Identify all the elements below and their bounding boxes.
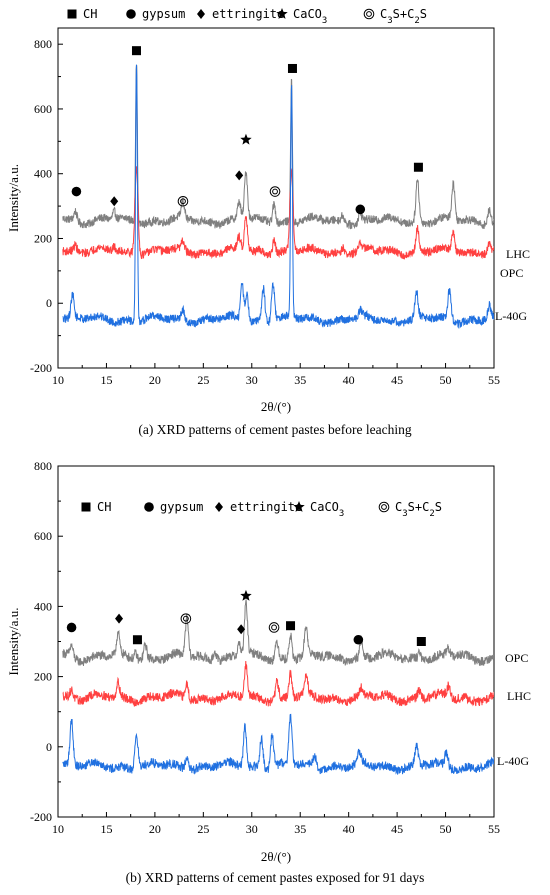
figure-caption: (a) XRD patterns of cement pastes before… bbox=[138, 422, 412, 437]
x-tick-label: 40 bbox=[343, 373, 355, 387]
x-tick-label: 30 bbox=[246, 373, 258, 387]
peak-marker-circle bbox=[71, 186, 82, 197]
peak-marker-star bbox=[240, 133, 252, 145]
x-tick-label: 20 bbox=[149, 373, 161, 387]
peak-marker-double-circle bbox=[180, 613, 192, 624]
legend-label: gypsum bbox=[142, 7, 185, 21]
x-tick-label: 15 bbox=[100, 373, 112, 387]
x-tick-label: 35 bbox=[294, 373, 306, 387]
x-tick-label: 50 bbox=[440, 822, 452, 836]
y-tick-label: -200 bbox=[30, 361, 52, 375]
series-line-l-40g bbox=[62, 64, 494, 329]
x-tick-label: 25 bbox=[197, 822, 209, 836]
series-label-opc: OPC bbox=[505, 651, 528, 665]
x-tick-label: 30 bbox=[246, 822, 258, 836]
peak-marker-circle bbox=[66, 622, 77, 633]
x-tick-label: 45 bbox=[391, 373, 403, 387]
y-tick-label: 800 bbox=[34, 37, 52, 51]
peak-marker-diamond bbox=[115, 613, 124, 624]
x-tick-label: 10 bbox=[52, 373, 64, 387]
y-tick-label: 600 bbox=[34, 529, 52, 543]
peak-marker-square bbox=[131, 46, 141, 56]
peak-marker-circle bbox=[355, 204, 366, 215]
peak-marker-square bbox=[286, 621, 296, 631]
x-tick-label: 25 bbox=[197, 373, 209, 387]
peak-marker-square bbox=[416, 637, 426, 646]
peak-marker-diamond bbox=[110, 196, 119, 207]
legend-diamond-symbol bbox=[197, 9, 205, 19]
legend-double-circle-symbol bbox=[378, 501, 390, 513]
series-label-lhc: LHC bbox=[506, 247, 530, 261]
x-tick-label: 10 bbox=[52, 822, 64, 836]
peak-marker-square bbox=[287, 63, 297, 73]
y-tick-label: 200 bbox=[34, 670, 52, 684]
x-tick-label: 35 bbox=[294, 822, 306, 836]
legend: CH gypsum ettringite CaCO3 C3S+C2S bbox=[81, 500, 442, 519]
legend-double-circle-symbol bbox=[363, 8, 375, 20]
legend: CH gypsum ettringite CaCO3 C3S+C2S bbox=[67, 7, 427, 26]
y-axis-title: Intensity/a.u. bbox=[6, 164, 21, 232]
x-tick-label: 55 bbox=[488, 822, 500, 836]
x-tick-label: 50 bbox=[440, 373, 452, 387]
legend-diamond-symbol bbox=[215, 502, 223, 512]
legend-label: CH bbox=[83, 7, 97, 21]
series-label-l-40g: L-40G bbox=[495, 309, 527, 323]
peak-marker-diamond bbox=[235, 170, 244, 181]
series-line-opc bbox=[62, 64, 494, 230]
peak-marker-square bbox=[413, 162, 423, 172]
peak-marker-circle bbox=[353, 634, 364, 645]
y-tick-label: -200 bbox=[30, 810, 52, 824]
peak-marker-diamond bbox=[237, 624, 246, 635]
series-line-lhc bbox=[62, 660, 494, 707]
chart-panel-b: 10 15 20 25 30 35 40 45 50 55 -200 0 200 400 600 800 2θ/… bbox=[6, 459, 531, 885]
x-tick-label: 15 bbox=[100, 822, 112, 836]
x-tick-label: 40 bbox=[343, 822, 355, 836]
legend-label: CH bbox=[97, 500, 111, 514]
legend-label: ettringite bbox=[212, 7, 284, 21]
legend-circle-symbol bbox=[126, 9, 136, 19]
x-axis-title: 2θ/(°) bbox=[261, 849, 291, 864]
peak-marker-double-circle bbox=[177, 195, 189, 207]
legend-label: C3S+C2S bbox=[380, 7, 427, 26]
peak-marker-star bbox=[240, 589, 252, 601]
figure-caption: (b) XRD patterns of cement pastes expose… bbox=[126, 870, 425, 885]
x-tick-label: 20 bbox=[149, 822, 161, 836]
legend-star-symbol bbox=[293, 501, 305, 512]
legend-label: ettringite bbox=[230, 500, 302, 514]
y-tick-label: 600 bbox=[34, 102, 52, 116]
series-line-opc bbox=[62, 599, 494, 666]
legend-square-symbol bbox=[81, 502, 91, 512]
x-axis-title: 2θ/(°) bbox=[261, 399, 291, 414]
legend-square-symbol bbox=[67, 9, 77, 19]
y-tick-label: 0 bbox=[46, 740, 52, 754]
legend-label: gypsum bbox=[160, 500, 203, 514]
peak-marker-double-circle bbox=[268, 622, 280, 633]
series-label-l-40g: L-40G bbox=[497, 754, 529, 768]
peak-marker-square bbox=[132, 635, 142, 645]
legend-circle-symbol bbox=[144, 502, 154, 512]
y-axis-title: Intensity/a.u. bbox=[6, 608, 21, 676]
legend-label: CaCO3 bbox=[310, 500, 344, 519]
y-tick-label: 0 bbox=[46, 296, 52, 310]
y-tick-label: 800 bbox=[34, 459, 52, 473]
series-label-opc: OPC bbox=[500, 266, 523, 280]
peak-marker-double-circle bbox=[269, 186, 281, 197]
series-line-lhc bbox=[62, 166, 494, 260]
x-tick-label: 55 bbox=[488, 373, 500, 387]
legend-label: C3S+C2S bbox=[395, 500, 442, 519]
legend-label: CaCO3 bbox=[293, 7, 327, 26]
series-line-l-40g bbox=[62, 713, 494, 775]
x-tick-label: 45 bbox=[391, 822, 403, 836]
legend-star-symbol bbox=[276, 8, 288, 19]
y-tick-label: 400 bbox=[34, 167, 52, 181]
chart-panel-a: 10 15 20 25 30 35 40 45 50 55 -200 0 200 400 600 800 2θ/… bbox=[6, 7, 530, 437]
series-label-lhc: LHC bbox=[507, 689, 531, 703]
y-tick-label: 200 bbox=[34, 231, 52, 245]
y-tick-label: 400 bbox=[34, 599, 52, 613]
